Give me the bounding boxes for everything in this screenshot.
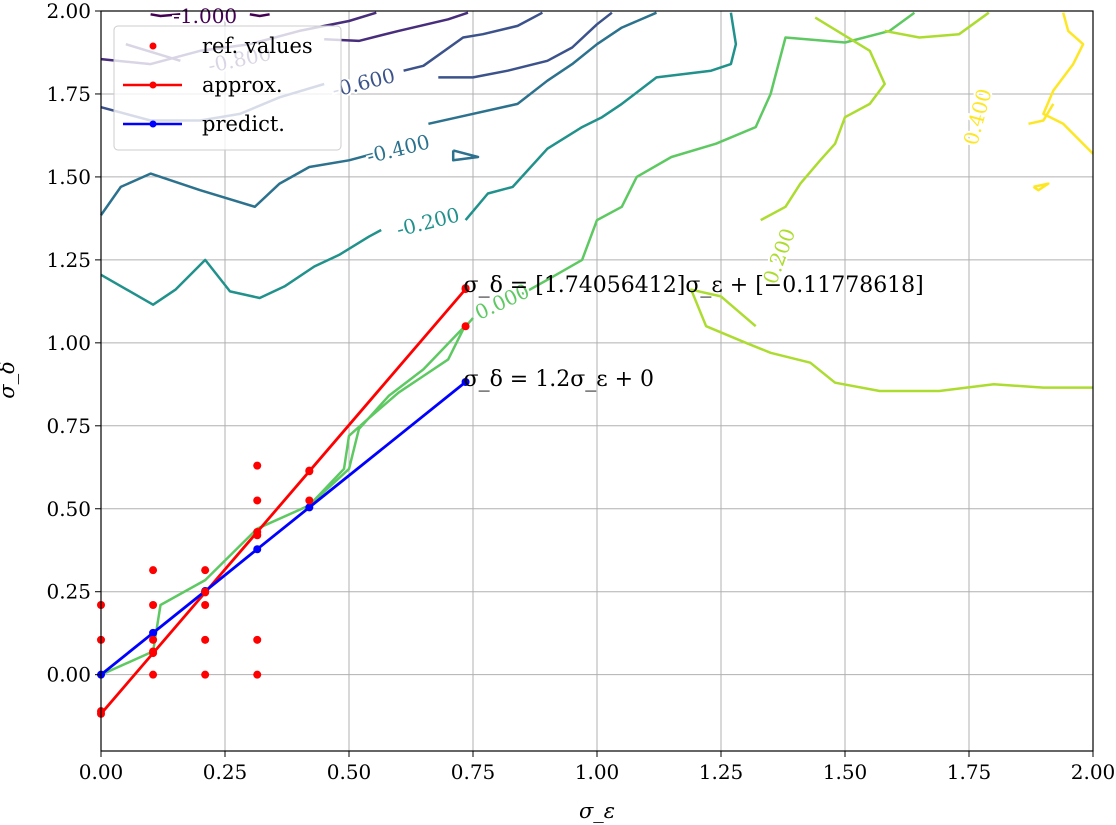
y-tick-label: 0.75: [46, 414, 91, 438]
x-tick-label: 2.00: [1071, 760, 1116, 784]
ref-value-point: [461, 284, 470, 293]
legend-ref-values-label: ref. values: [202, 34, 313, 58]
contour-line--0.400: [451, 149, 480, 162]
y-tick-label: 0.50: [46, 497, 91, 521]
legend: ref. values approx. predict.: [113, 25, 342, 151]
ref-value-point: [461, 322, 470, 331]
contour-line--0.600: [403, 11, 543, 72]
series-marker-predict.: [253, 545, 262, 554]
ref-value-point: [201, 635, 210, 644]
y-tick-label: 0.00: [46, 663, 91, 687]
ref-value-point: [201, 566, 210, 575]
contour-line-0.400: [1032, 182, 1050, 192]
ref-value-point: [149, 670, 158, 679]
x-tick-label: 1.50: [823, 760, 868, 784]
y-tick-label: 0.25: [46, 580, 91, 604]
legend-predict-marker: [149, 120, 157, 128]
ref-value-point: [305, 466, 314, 475]
ref-value-point: [149, 647, 158, 656]
equation-annotation: σ_δ = 1.2σ_ε + 0: [464, 367, 655, 392]
contour-line--1.000: [249, 13, 270, 18]
x-tick-label: 0.00: [79, 760, 124, 784]
contour-line--0.800: [324, 11, 469, 43]
series-marker-predict.: [305, 503, 314, 512]
legend-approx-label: approx.: [202, 73, 283, 97]
y-axis-title: σ_δ: [0, 361, 19, 398]
ref-value-point: [253, 461, 262, 470]
series-marker-predict.: [149, 628, 158, 637]
series-line-approx.: [99, 288, 467, 715]
series-line-predict.: [100, 380, 467, 676]
ref-value-point: [253, 496, 262, 505]
ref-value-point: [149, 566, 158, 575]
x-tick-label: 1.25: [699, 760, 744, 784]
y-tick-label: 1.25: [46, 248, 91, 272]
contour-line--0.200: [100, 228, 382, 306]
contour-line--0.400: [428, 11, 657, 126]
ref-value-point: [305, 496, 314, 505]
x-axis-title: σ_ε: [579, 799, 615, 823]
contour-line--0.200: [464, 12, 738, 221]
ref-value-point: [201, 670, 210, 679]
series: [97, 284, 470, 718]
legend-frame: [113, 25, 342, 151]
contour-line-0.000: [100, 317, 474, 676]
axis-ticks: 0.00 0.25 0.50 0.75 1.00 1.25 1.50 1.75 2.00 0.00…: [46, 0, 1115, 784]
contour-line--0.400: [99, 152, 375, 216]
ref-value-point: [201, 600, 210, 609]
y-tick-label: 1.00: [46, 331, 91, 355]
series-marker-predict.: [461, 377, 470, 386]
ref-value-point: [253, 635, 262, 644]
y-tick-label: 2.00: [46, 0, 91, 23]
contour-line-0.200: [760, 16, 886, 222]
x-tick-label: 1.00: [575, 760, 620, 784]
ref-value-point: [253, 531, 262, 540]
legend-ref-values-marker: [149, 42, 157, 50]
x-tick-label: 0.75: [451, 760, 496, 784]
contour-line-0.200: [884, 11, 990, 39]
legend-approx-marker: [149, 81, 157, 89]
legend-predict-label: predict.: [202, 112, 285, 136]
ref-value-point: [149, 635, 158, 644]
ref-value-point: [201, 587, 210, 596]
x-tick-label: 1.75: [947, 760, 992, 784]
contour-line-0.000: [516, 11, 916, 298]
annotations: σ_δ = [1.74056412]σ_ε + [−0.11778618] σ_δ…: [464, 273, 924, 392]
x-tick-label: 0.50: [327, 760, 372, 784]
contour-label: -1.000: [173, 4, 237, 28]
contour-line--0.600: [438, 11, 613, 79]
equation-annotation: σ_δ = [1.74056412]σ_ε + [−0.11778618]: [464, 273, 924, 298]
y-tick-label: 1.50: [46, 165, 91, 189]
x-tick-label: 0.25: [203, 760, 248, 784]
contour-line-0.400: [1028, 103, 1055, 126]
ref-value-point: [149, 600, 158, 609]
y-tick-label: 1.75: [46, 82, 91, 106]
ref-value-point: [253, 670, 262, 679]
contour-line--1.000: [150, 13, 181, 18]
contour-line-0.000: [308, 322, 469, 507]
contour-line-0.400: [1042, 12, 1094, 155]
contour-line-0.200: [689, 288, 1093, 393]
